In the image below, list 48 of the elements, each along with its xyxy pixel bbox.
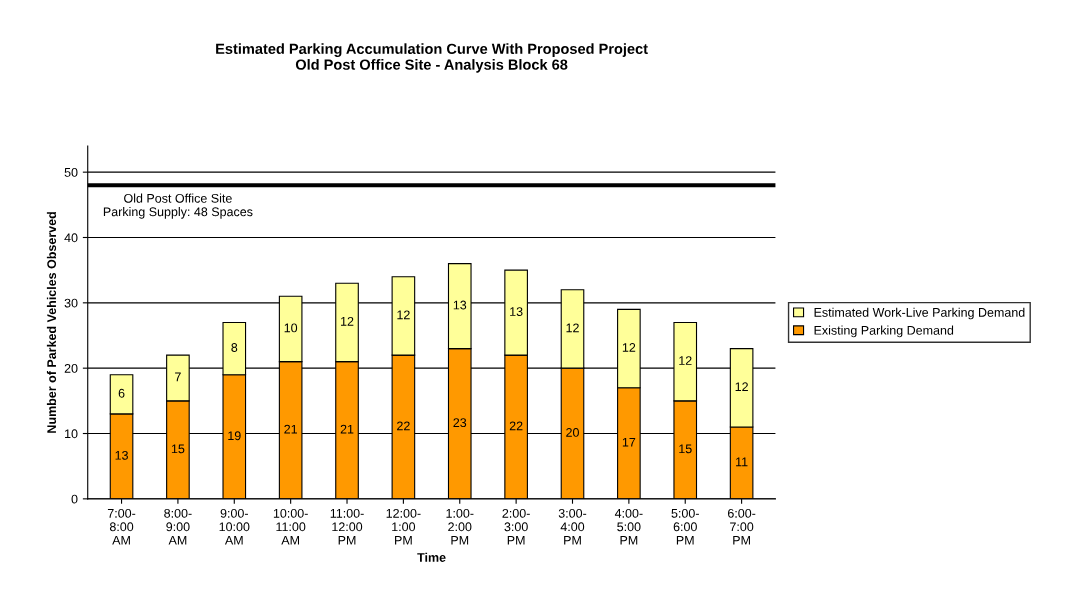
x-tick-label: 6:00- 7:00 PM [728, 508, 756, 545]
data-label: 12 [735, 382, 748, 392]
data-label: 13 [115, 450, 128, 460]
data-label: 12 [397, 310, 410, 320]
y-tick-label: 0 [71, 494, 78, 504]
x-tick-label: 1:00- 2:00 PM [446, 508, 474, 545]
legend-label: Estimated Work-Live Parking Demand [814, 307, 1025, 320]
x-tick-label: 5:00- 6:00 PM [671, 508, 699, 545]
x-axis-title: Time [417, 552, 446, 562]
y-axis-title: Number of Parked Vehicles Observed [46, 212, 57, 433]
data-label: 13 [453, 300, 467, 310]
data-label: 22 [397, 421, 410, 431]
ref-line-label: Old Post Office Site Parking Supply: 48 Spaces [103, 193, 253, 219]
x-tick-label: 7:00- 8:00 AM [107, 508, 136, 545]
y-tick-label: 30 [64, 298, 78, 308]
x-tick-label: 11:00- 12:00 PM [330, 508, 364, 545]
data-label: 12 [679, 356, 692, 365]
data-label: 21 [284, 424, 297, 434]
y-tick-label: 50 [64, 167, 78, 177]
data-label: 17 [622, 437, 636, 447]
y-tick-label: 10 [65, 429, 78, 439]
data-label: 20 [566, 428, 579, 437]
data-label: 15 [679, 444, 692, 454]
data-label: 23 [453, 418, 467, 428]
data-label: 12 [566, 323, 579, 333]
x-tick-label: 2:00- 3:00 PM [502, 508, 530, 545]
data-label: 19 [228, 431, 241, 441]
data-label: 22 [509, 421, 523, 431]
data-label: 7 [175, 372, 181, 382]
x-tick-label: 3:00- 4:00 PM [558, 508, 587, 545]
legend-label: Existing Parking Demand [814, 325, 954, 338]
chart-title: Estimated Parking Accumulation Curve With Proposed Project Old Post Office Site - Analysis Block 68 [216, 43, 648, 73]
data-label: 8 [231, 343, 238, 352]
y-tick-label: 20 [64, 363, 78, 373]
x-tick-label: 10:00- 11:00 AM [273, 508, 308, 545]
data-label: 21 [340, 424, 354, 434]
x-tick-label: 9:00- 10:00 AM [219, 508, 250, 545]
data-label: 10 [284, 323, 298, 333]
y-tick-label: 40 [64, 233, 78, 243]
data-label: 12 [622, 343, 636, 352]
x-tick-label: 4:00- 5:00 PM [614, 508, 643, 545]
data-label: 13 [510, 307, 523, 316]
data-label: 6 [118, 388, 125, 398]
data-label: 12 [341, 316, 354, 326]
data-label: 11 [736, 457, 748, 467]
data-label: 15 [171, 444, 185, 454]
x-tick-label: 8:00- 9:00 AM [164, 508, 192, 545]
x-tick-label: 12:00- 1:00 PM [386, 508, 421, 545]
